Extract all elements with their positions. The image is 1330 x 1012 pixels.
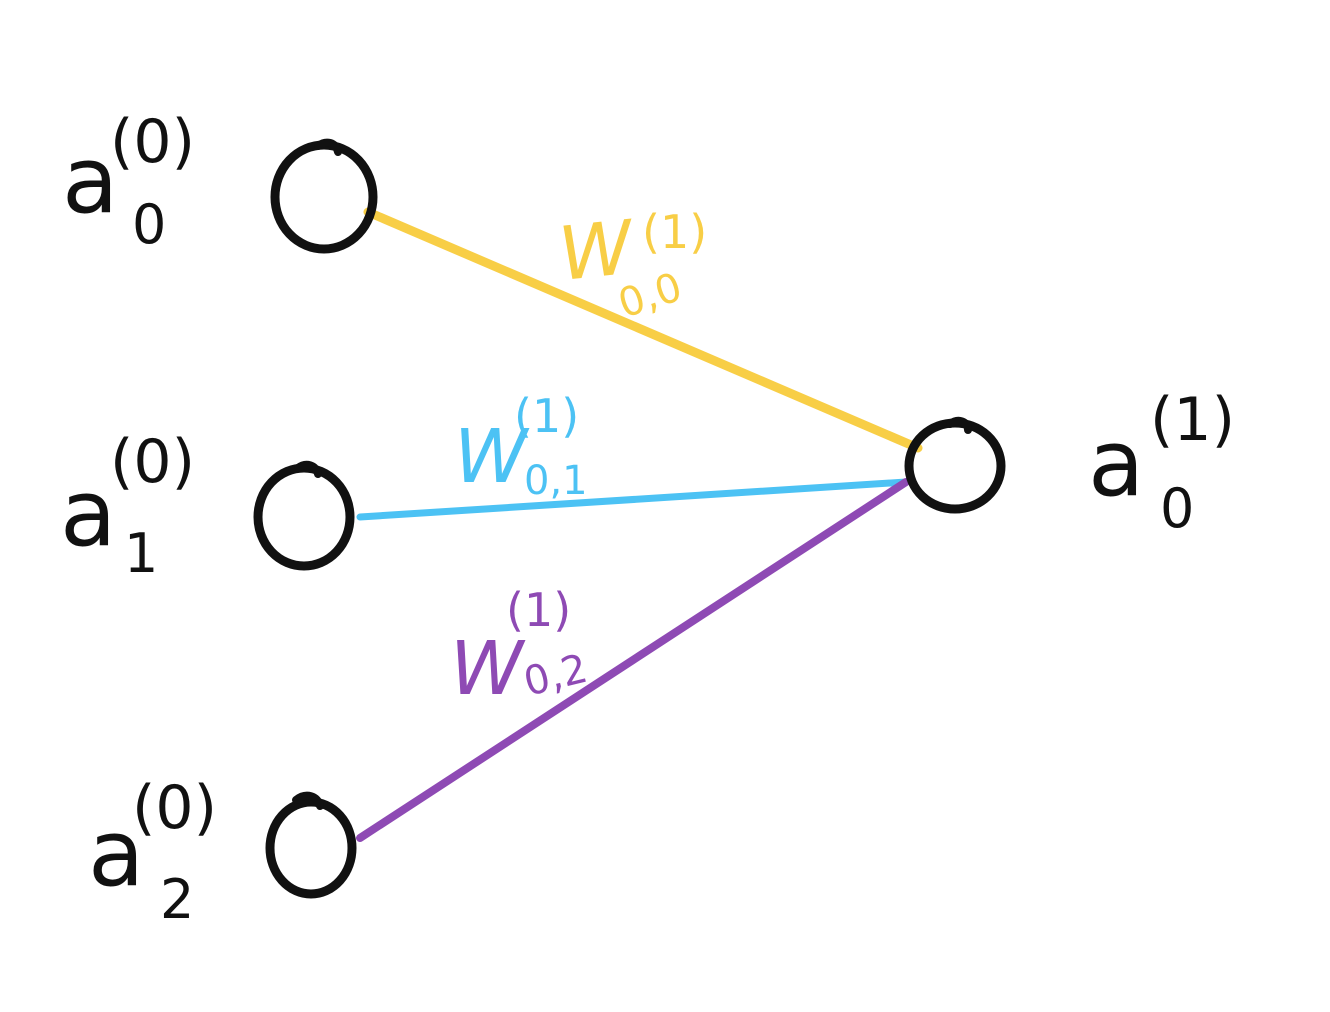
label-input-1-base: a xyxy=(60,460,116,567)
edge-w00 xyxy=(363,207,923,453)
label-input-1: a (0) 1 xyxy=(60,427,195,585)
label-output-0-base: a xyxy=(1088,410,1144,517)
neuron-input-0 xyxy=(270,138,378,254)
weight-label-w02: W (1) 0,2 xyxy=(450,583,592,712)
weight-w02-base: W xyxy=(450,626,526,712)
weight-w01-superscript: (1) xyxy=(514,389,579,443)
label-input-1-superscript: (0) xyxy=(110,427,195,497)
label-input-2-superscript: (0) xyxy=(132,773,217,843)
label-output-0: a (1) 0 xyxy=(1088,385,1235,540)
weight-label-w01: W (1) 0,1 xyxy=(454,389,588,504)
weight-w01-subscript: 0,1 xyxy=(524,458,588,504)
label-output-0-superscript: (1) xyxy=(1150,385,1235,455)
label-input-2: a (0) 2 xyxy=(88,773,217,931)
label-input-0: a (0) 0 xyxy=(62,107,195,256)
label-input-0-superscript: (0) xyxy=(110,107,195,177)
label-input-1-subscript: 1 xyxy=(124,522,158,585)
weight-w00-superscript: (1) xyxy=(642,205,707,259)
weight-w01-base: W xyxy=(454,414,530,500)
label-input-0-base: a xyxy=(62,127,118,234)
edge-w01 xyxy=(356,478,910,521)
label-input-2-base: a xyxy=(88,800,144,907)
neuron-input-1 xyxy=(253,460,355,571)
weight-label-w00: W (1) 0,0 xyxy=(555,204,707,327)
edge-w02 xyxy=(356,478,910,842)
label-input-0-subscript: 0 xyxy=(132,193,166,256)
weight-w02-superscript: (1) xyxy=(506,583,571,637)
weight-w00-base: W xyxy=(555,204,640,297)
label-input-2-subscript: 2 xyxy=(160,868,194,931)
neuron-input-2 xyxy=(265,791,357,899)
neuron-output-0 xyxy=(904,416,1006,514)
label-output-0-subscript: 0 xyxy=(1160,477,1194,540)
